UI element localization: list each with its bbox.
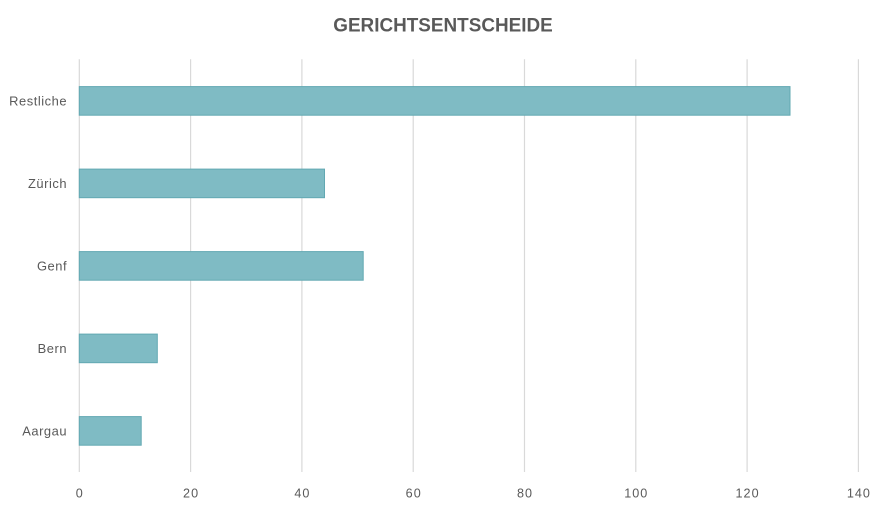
svg-text:100: 100 — [624, 486, 648, 500]
svg-text:80: 80 — [517, 486, 533, 500]
svg-text:40: 40 — [294, 486, 310, 500]
svg-text:60: 60 — [406, 486, 422, 500]
svg-text:140: 140 — [847, 486, 871, 500]
svg-text:0: 0 — [76, 486, 84, 500]
svg-text:120: 120 — [736, 486, 760, 500]
svg-text:Genf: Genf — [37, 259, 67, 274]
svg-text:Aargau: Aargau — [22, 424, 67, 439]
svg-text:20: 20 — [183, 486, 199, 500]
svg-text:GERICHTSENTSCHEIDE: GERICHTSENTSCHEIDE — [333, 15, 553, 37]
svg-text:Restliche: Restliche — [9, 94, 67, 109]
svg-text:Bern: Bern — [38, 341, 67, 356]
svg-text:Zürich: Zürich — [28, 176, 67, 191]
